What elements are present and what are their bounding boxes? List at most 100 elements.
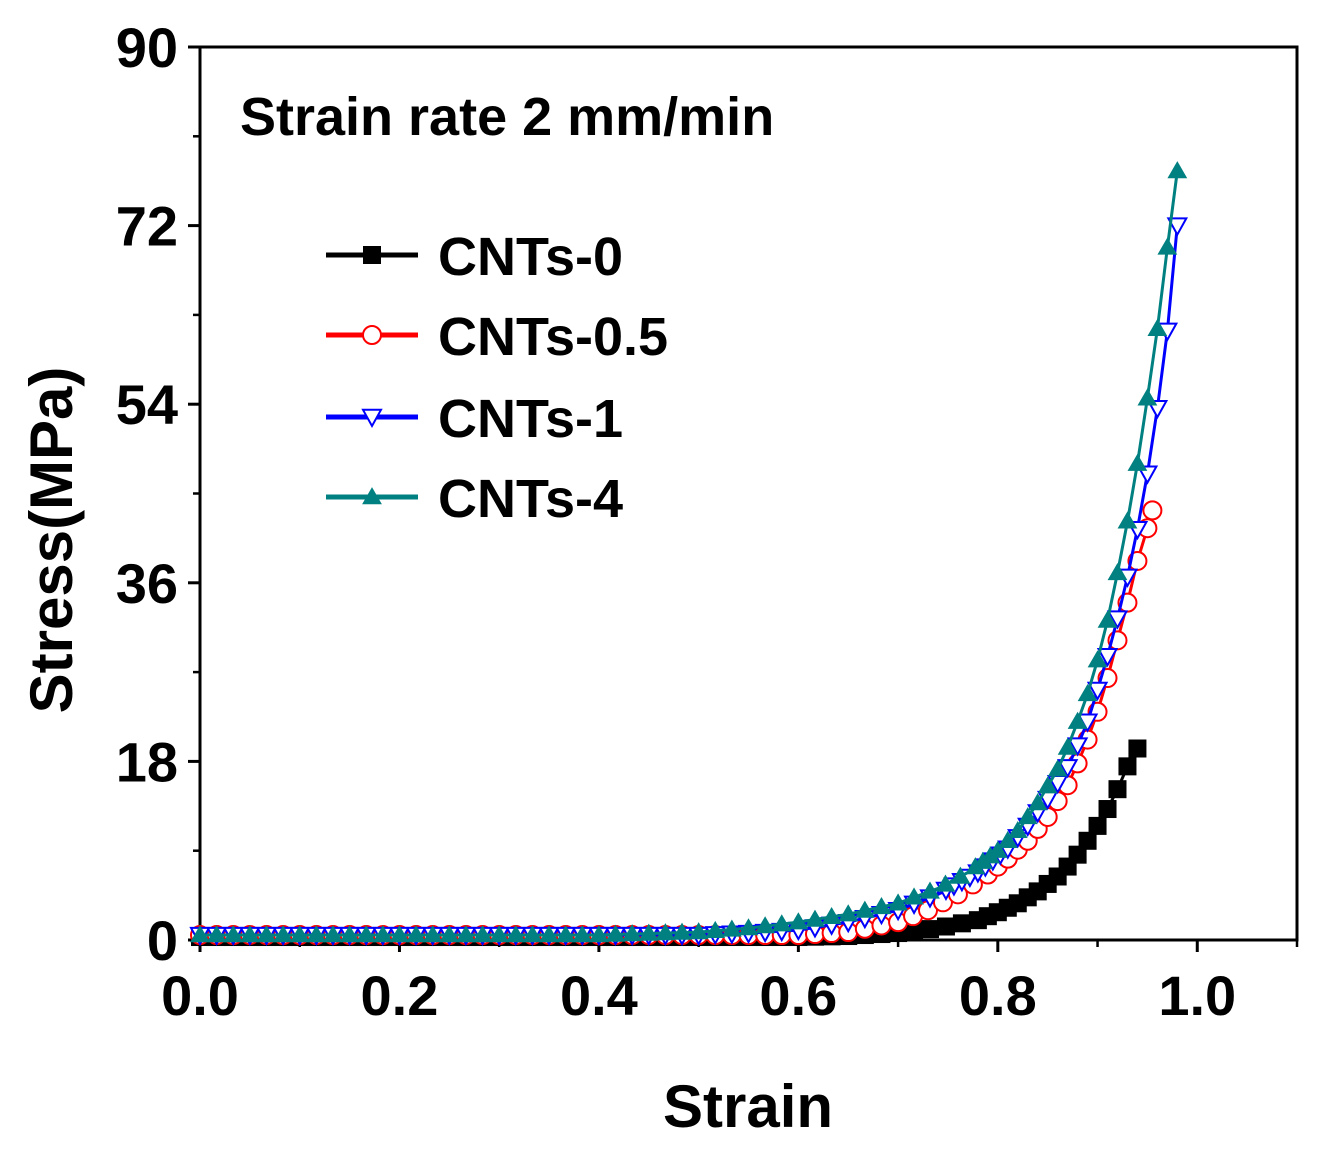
data-point xyxy=(1078,831,1097,850)
data-point xyxy=(472,925,493,943)
data-point xyxy=(439,925,460,943)
legend-marker xyxy=(362,487,382,505)
data-point xyxy=(589,925,609,943)
data-point xyxy=(289,925,310,943)
x-tick-label: 1.0 xyxy=(1158,964,1236,1027)
legend-label: CNTs-1 xyxy=(438,389,623,449)
data-point xyxy=(555,925,576,943)
legend-item: CNTs-0 xyxy=(326,227,623,287)
data-point xyxy=(1167,161,1188,179)
data-point xyxy=(821,906,842,925)
chart-annotation: Strain rate 2 mm/min xyxy=(240,87,774,147)
data-point xyxy=(372,925,393,943)
data-point xyxy=(952,914,971,933)
data-point xyxy=(688,922,709,940)
data-point xyxy=(950,866,971,884)
data-point xyxy=(1087,650,1108,668)
x-axis-title: Strain xyxy=(663,1073,833,1140)
data-point xyxy=(406,925,426,943)
data-point xyxy=(655,923,676,941)
y-tick-label: 0 xyxy=(147,909,178,972)
data-point xyxy=(920,881,940,899)
data-point xyxy=(838,904,859,922)
legend-item: CNTs-0.5 xyxy=(326,307,668,367)
data-point xyxy=(1096,648,1119,668)
data-point xyxy=(771,914,792,932)
data-point xyxy=(1142,500,1163,521)
data-point xyxy=(1097,610,1118,628)
x-tick-label: 0.6 xyxy=(759,964,837,1027)
y-tick-label: 54 xyxy=(116,373,178,436)
data-point xyxy=(622,924,643,942)
data-point xyxy=(1106,610,1129,630)
y-tick-label: 90 xyxy=(116,16,178,79)
data-point xyxy=(805,909,825,927)
data-point xyxy=(871,897,892,915)
axis-ticks: 0.0 0.2 0.4 0.6 0.8 1.0 0 18 36 54 72 90 xyxy=(116,16,1299,1027)
data-point xyxy=(1147,318,1168,336)
data-point xyxy=(1127,453,1148,471)
data-point xyxy=(1088,816,1107,835)
data-point xyxy=(672,922,692,940)
legend-marker xyxy=(361,408,383,429)
data-point xyxy=(256,925,277,943)
y-axis-title: Stress(MPa) xyxy=(18,367,85,714)
data-point xyxy=(456,925,476,943)
data-point xyxy=(721,919,742,937)
data-point xyxy=(206,925,227,943)
data-point xyxy=(239,925,260,943)
data-point xyxy=(997,830,1018,848)
data-point xyxy=(638,923,659,941)
data-point xyxy=(1107,562,1128,581)
data-point xyxy=(705,920,726,938)
y-tick-label: 18 xyxy=(116,730,178,793)
data-point xyxy=(921,920,940,939)
data-point xyxy=(1037,776,1058,794)
data-point xyxy=(738,918,759,936)
data-point xyxy=(1098,800,1117,819)
data-point xyxy=(1157,237,1178,255)
data-point xyxy=(1027,793,1048,811)
data-point xyxy=(987,840,1008,858)
data-point xyxy=(905,922,924,941)
data-point xyxy=(1117,511,1138,529)
data-point xyxy=(935,874,956,892)
y-tick-label: 72 xyxy=(116,195,178,258)
y-tick-label: 36 xyxy=(116,552,178,615)
data-point xyxy=(1086,681,1109,702)
data-point xyxy=(1067,711,1088,729)
data-point xyxy=(1137,388,1158,406)
data-point xyxy=(306,925,327,943)
legend-label: CNTs-0.5 xyxy=(438,307,668,367)
x-tick-label: 0.0 xyxy=(161,964,239,1027)
x-tick-label: 0.2 xyxy=(361,964,439,1027)
series-CNTs-0.5 xyxy=(190,500,1163,946)
data-point xyxy=(539,925,559,943)
data-point xyxy=(888,893,908,911)
data-point xyxy=(1166,217,1189,237)
data-point xyxy=(273,925,294,943)
data-point xyxy=(339,925,360,943)
x-tick-label: 0.8 xyxy=(959,964,1037,1027)
data-point xyxy=(605,924,626,942)
legend-item: CNTs-1 xyxy=(326,389,623,449)
data-point xyxy=(1017,807,1038,825)
data-point xyxy=(223,925,244,943)
data-point xyxy=(904,887,924,905)
data-point xyxy=(1108,780,1127,799)
series-layer xyxy=(189,161,1189,947)
data-point xyxy=(1068,845,1087,864)
data-point xyxy=(1118,757,1137,776)
data-point xyxy=(505,925,526,943)
legend-item: CNTs-4 xyxy=(326,469,623,529)
data-point xyxy=(1128,739,1147,758)
data-point xyxy=(323,925,343,943)
legend-marker xyxy=(363,246,381,264)
data-point xyxy=(1056,759,1079,779)
legend-marker xyxy=(362,325,382,345)
data-point xyxy=(190,925,210,943)
legend-label: CNTs-4 xyxy=(438,469,623,529)
data-point xyxy=(1066,737,1089,757)
legend: CNTs-0 CNTs-0.5 CNTs-1 CNTs-4 xyxy=(326,227,668,529)
